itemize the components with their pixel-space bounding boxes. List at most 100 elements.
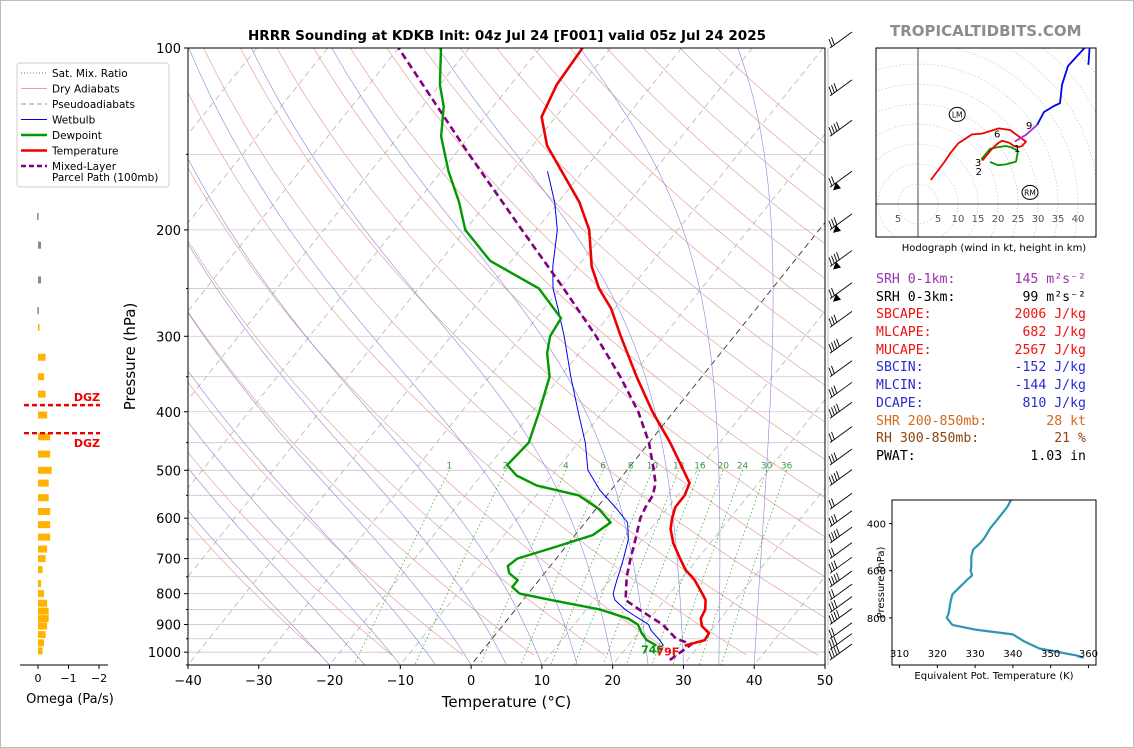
y-tick-label: 100: [156, 42, 181, 57]
legend-label: Wetbulb: [52, 115, 96, 127]
y-tick-label: 500: [156, 464, 181, 479]
theta-e-frame: [891, 499, 1097, 666]
parameter-row: MLCIN: -144 J/kg: [876, 378, 1106, 396]
temperature-line: [540, 48, 711, 647]
parameter-row: MLCAPE: 682 J/kg: [876, 325, 1106, 343]
omega-tick-label: −1: [60, 672, 76, 685]
theta-e-x-tick-label: 320: [928, 649, 947, 660]
parameter-label: SHR 200-850mb:: [876, 413, 988, 429]
wind-barb: [828, 542, 853, 559]
x-tick-label: 20: [604, 674, 621, 689]
omega-bar: [38, 276, 42, 284]
pseudoadiabat: [188, 510, 330, 665]
wind-barb: [828, 448, 853, 466]
wind-barb: [828, 469, 853, 486]
wetbulb-line: [547, 171, 664, 646]
isotherm-line: [188, 48, 470, 401]
legend-label: Sat. Mix. Ratio: [52, 68, 128, 80]
omega-bar: [38, 607, 49, 615]
skew-t-panel: 1 2 4 6 8 10 13 16 20 24 30 3674F79F100200300400500…: [121, 31, 853, 711]
legend-item: Dry Adiabats: [21, 84, 120, 96]
omega-bar: [38, 323, 40, 331]
pseudoadiabat: [437, 48, 684, 665]
parameter-value: 145 m²s⁻²: [1014, 272, 1086, 287]
legend-item: Wetbulb: [21, 115, 96, 127]
y-tick-label: 1000: [148, 646, 181, 661]
omega-bar: [38, 590, 45, 598]
isotherm-line: [188, 48, 541, 489]
x-tick-label: −10: [387, 674, 414, 689]
dry-adiabat: [188, 167, 677, 656]
mixing-ratio-label: 2: [503, 461, 509, 471]
y-axis-label: Pressure (hPa): [121, 303, 139, 411]
parameter-value: -152 J/kg: [1014, 360, 1086, 376]
wind-barb: [828, 31, 853, 49]
omega-bar: [38, 545, 48, 553]
parameter-label: SRH 0-3km:: [876, 289, 956, 305]
hodograph-tick-label: 35: [1052, 214, 1065, 225]
parameter-row: MUCAPE: 2567 J/kg: [876, 343, 1106, 361]
wind-barb: [828, 633, 853, 650]
dry-adiabat: [643, 48, 825, 211]
mixing-ratio-label: 16: [694, 461, 706, 471]
wind-barb: [828, 643, 853, 661]
mixing-ratio-label: 4: [563, 461, 569, 471]
hodograph-tick-label: 25: [1012, 214, 1025, 225]
legend-label: Mixed-Layer: [52, 161, 117, 173]
dry-adiabat: [188, 522, 322, 656]
site-watermark: TROPICALTIDBITS.COM: [890, 22, 1082, 40]
surface-dewpoint-label: 74F: [641, 644, 664, 657]
parameter-value: -144 J/kg: [1014, 378, 1086, 394]
omega-bar: [38, 615, 49, 623]
legend: Sat. Mix. Ratio Dry Adiabats Pseudoadiabat…: [16, 62, 170, 188]
mixing-ratio-label: 36: [781, 461, 793, 471]
wind-barb: [828, 311, 853, 328]
parameter-value: 1.03 in: [1030, 448, 1086, 464]
parcel-path-line: [397, 48, 693, 662]
parameter-row: PWAT: 1.03 in: [876, 449, 1106, 467]
omega-bar: [38, 555, 46, 563]
parameter-row: SBCIN: -152 J/kg: [876, 360, 1106, 378]
omega-bar: [38, 479, 49, 487]
mixing-ratio-line: [699, 470, 767, 665]
dry-adiabat: [313, 48, 825, 538]
isotherm-line: [188, 48, 329, 224]
x-tick-label: 40: [746, 674, 763, 689]
hodograph-frame: [875, 47, 1097, 238]
hodograph-height-label: 6: [994, 130, 1000, 141]
wind-barb: [828, 608, 853, 625]
omega-bar: [38, 466, 52, 474]
pseudoadiabat: [188, 370, 436, 665]
pseudoadiabat: [188, 243, 507, 665]
omega-tick-label: 0: [35, 672, 42, 685]
dry-adiabat: [423, 48, 825, 423]
legend-label: Parcel Path (100mb): [52, 172, 158, 184]
x-tick-label: −20: [316, 674, 343, 689]
theta-e-x-axis-label: Equivalent Pot. Temperature (K): [914, 671, 1073, 682]
mixing-ratio-label: 6: [600, 461, 606, 471]
hodograph-trace: [981, 145, 1019, 167]
dry-adiabat: [679, 48, 825, 177]
omega-bar: [38, 639, 45, 647]
mixing-ratio-line: [479, 470, 567, 665]
legend-label: Dry Adiabats: [52, 84, 120, 96]
hodograph-tick-label: 40: [1072, 214, 1085, 225]
x-tick-label: −40: [174, 674, 201, 689]
wind-barb: [828, 401, 853, 419]
pseudoadiabat: [188, 421, 401, 665]
pseudoadiabat: [579, 48, 721, 665]
omega-bar: [38, 566, 43, 574]
dry-adiabat: [188, 91, 748, 656]
mixing-ratio-line: [626, 470, 701, 665]
y-tick-label: 300: [156, 330, 181, 345]
parameter-row: SRH 0-1km: 145 m²s⁻²: [876, 272, 1106, 290]
wind-barb: [828, 119, 853, 137]
isotherm-line: [329, 48, 824, 665]
wind-barb: [828, 596, 853, 613]
wind-barb: [828, 360, 853, 378]
dgz-label: DGZ: [74, 391, 100, 404]
parameters-table: SRH 0-1km: 145 m²s⁻² SRH 0-3km: 99 m²s⁻² SBC…: [876, 272, 1106, 467]
surface-temperature-label: 79F: [656, 646, 679, 659]
y-tick-label: 200: [156, 224, 181, 239]
